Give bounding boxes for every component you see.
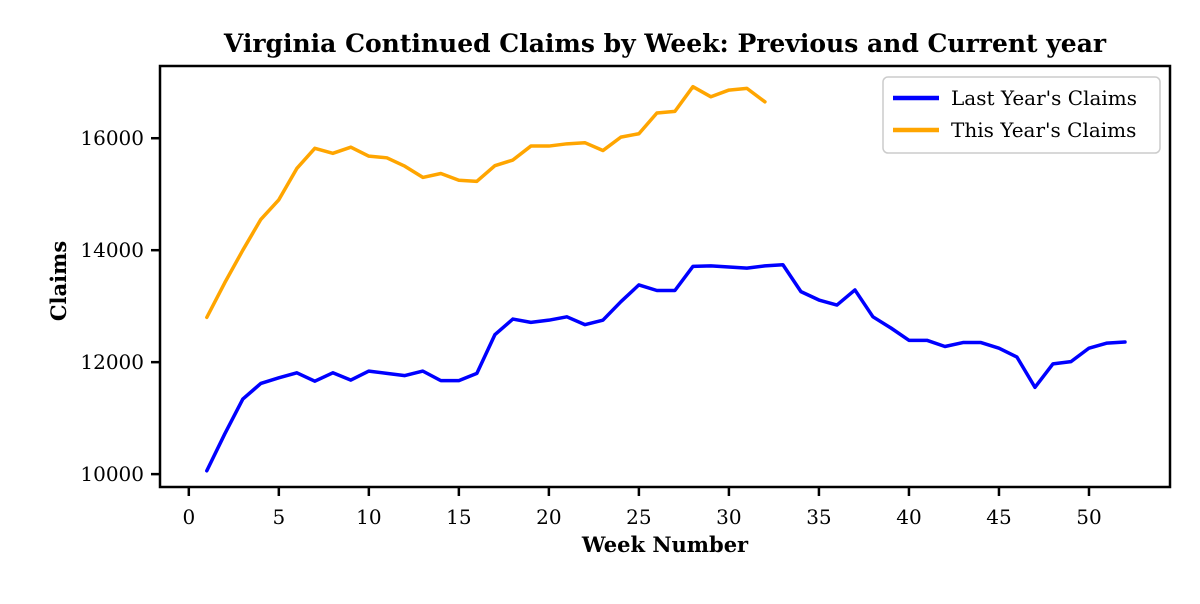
legend-box: [882, 76, 1161, 154]
x-tick-label: 20: [536, 505, 561, 529]
chart-title: Virginia Continued Claims by Week: Previ…: [223, 29, 1107, 58]
x-axis-ticks: 0 5 10 15 20 25 30 35 40 45 50: [182, 487, 1102, 529]
y-tick-label: 16000: [80, 126, 144, 150]
x-tick-label: 30: [716, 505, 741, 529]
legend: Last Year's Claims This Year's Claims: [882, 76, 1161, 154]
legend-label-this-year: This Year's Claims: [951, 118, 1136, 142]
x-axis-label: Week Number: [581, 532, 749, 557]
y-tick-label: 10000: [80, 462, 144, 486]
x-tick-label: 0: [182, 505, 195, 529]
y-axis-label: Claims: [46, 241, 71, 321]
data-lines: [205, 84, 1127, 473]
x-tick-label: 15: [446, 505, 471, 529]
x-tick-label: 40: [896, 505, 921, 529]
x-tick-label: 5: [272, 505, 285, 529]
series-line-last-year: [205, 262, 1127, 473]
y-tick-label: 14000: [80, 238, 144, 262]
legend-label-last-year: Last Year's Claims: [951, 86, 1137, 110]
x-tick-label: 45: [986, 505, 1011, 529]
x-tick-label: 50: [1076, 505, 1101, 529]
y-axis-ticks: 10000 12000 14000 16000: [80, 126, 160, 486]
series-line-this-year: [205, 84, 767, 320]
x-tick-label: 35: [806, 505, 831, 529]
x-tick-label: 25: [626, 505, 651, 529]
x-tick-label: 10: [356, 505, 381, 529]
y-tick-label: 12000: [80, 350, 144, 374]
plot-border: [158, 64, 1172, 489]
